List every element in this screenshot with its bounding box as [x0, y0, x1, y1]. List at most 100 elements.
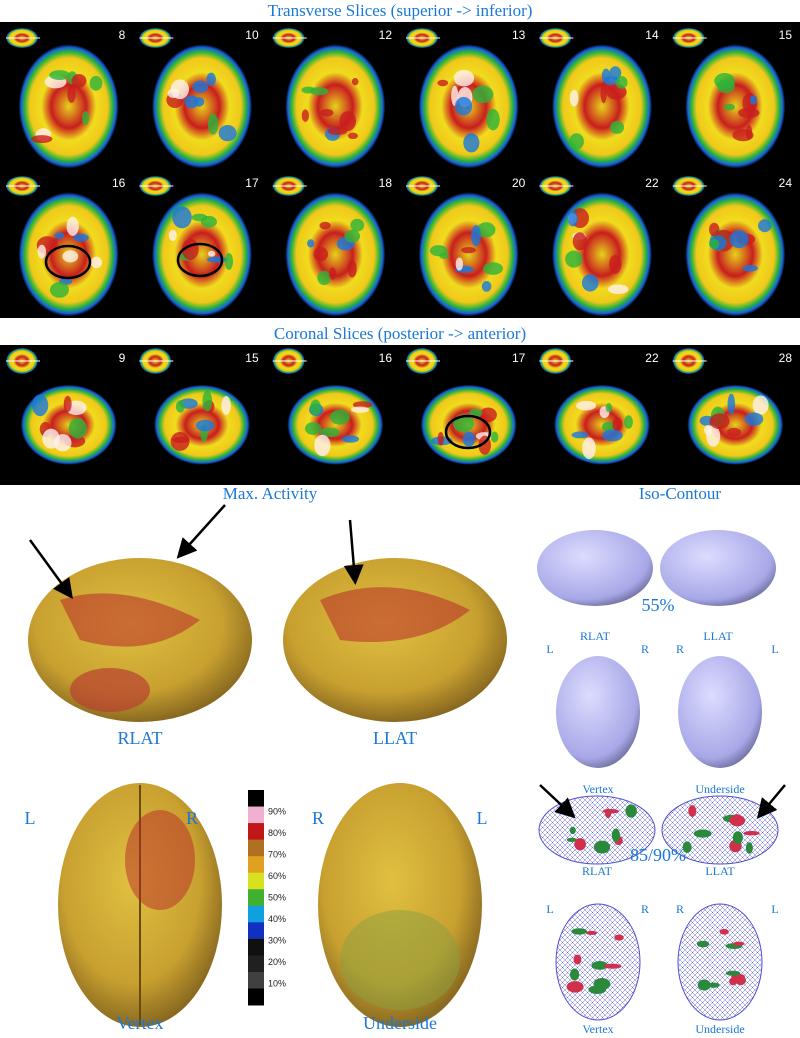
hotspot: [569, 826, 576, 835]
iso-renderings: [537, 530, 786, 1021]
activity-blob: [582, 437, 596, 460]
colorbar-segment: [248, 905, 264, 923]
colorbar-segment: [248, 839, 264, 857]
slice-number: 22: [645, 176, 659, 190]
label: L: [546, 902, 553, 916]
activity-blob: [193, 96, 205, 107]
activity-blob: [317, 270, 331, 286]
colorbar-segment: [248, 988, 264, 1006]
slice-number: 18: [379, 176, 393, 190]
slice-number: 24: [779, 176, 793, 190]
activity-blob: [175, 400, 185, 413]
slice-number: 17: [512, 351, 526, 365]
activity-blob: [709, 239, 720, 249]
activity-blob: [602, 429, 623, 442]
slice-number: 8: [119, 28, 126, 42]
activity-blob: [569, 89, 579, 107]
hotspots: [566, 804, 760, 994]
colorbar-label: 60%: [268, 871, 286, 881]
activity-blob: [319, 427, 340, 438]
circle-highlight: [444, 414, 492, 450]
slice: [552, 44, 652, 169]
colorbar-label: 20%: [268, 957, 286, 967]
colorbar: 90% 80% 70% 60% 50% 40% 30% 20% 10%: [248, 790, 286, 1006]
label: Vertex: [117, 1013, 164, 1033]
slice: [554, 384, 650, 465]
colorbar-segment: [248, 922, 264, 940]
slice-number: 14: [645, 28, 659, 42]
slice: [418, 192, 519, 317]
activity-blob: [600, 81, 607, 104]
activity-blob: [601, 68, 611, 83]
arrow: [28, 539, 73, 600]
activity-blob: [727, 393, 736, 415]
colorbar-label: 80%: [268, 828, 286, 838]
activity-blob: [612, 417, 623, 432]
slice: [18, 44, 119, 169]
slice: [152, 192, 252, 317]
activity-blob: [310, 399, 321, 416]
activity-blob: [67, 84, 76, 103]
activity-blob: [68, 418, 87, 439]
activity-blob: [327, 126, 348, 136]
activity-blob: [330, 409, 350, 425]
activity-blob: [483, 262, 503, 275]
activity-blob: [344, 229, 361, 243]
slice: [685, 44, 786, 169]
colorbar-segment: [248, 889, 264, 907]
patch: [125, 810, 195, 910]
label: RLAT: [580, 629, 611, 643]
slice-number: 20: [512, 176, 526, 190]
slice-number: 15: [245, 351, 259, 365]
colorbar-segment: [248, 955, 264, 973]
mesh-underside: [677, 903, 763, 1021]
hotspot: [732, 831, 743, 845]
hotspot: [735, 975, 747, 986]
slice-number: 13: [512, 28, 526, 42]
label: R: [186, 808, 198, 828]
slice: [285, 192, 386, 317]
hotspot: [603, 963, 622, 969]
activity-blob: [37, 244, 47, 259]
hotspot: [593, 840, 611, 854]
activity-blob: [301, 109, 310, 122]
label: L: [25, 808, 36, 828]
activity-blob: [571, 431, 589, 439]
activity-blob: [168, 229, 177, 242]
slice: [285, 44, 386, 169]
transverse-panel: [0, 22, 800, 318]
activity-blob: [738, 107, 760, 119]
transverse-title: Transverse Slices (superior -> inferior): [268, 1, 533, 20]
activity-blob: [71, 74, 87, 88]
label: R: [641, 642, 649, 656]
slice: [287, 384, 384, 465]
label: R: [312, 808, 324, 828]
coronal-title: Coronal Slices (posterior -> anterior): [274, 324, 526, 343]
activity-blob: [608, 284, 629, 295]
activity-blob: [610, 120, 625, 134]
activity-blob: [565, 250, 583, 268]
label: LLAT: [703, 629, 733, 643]
activity-blob: [341, 435, 360, 443]
activity-blob: [732, 129, 754, 142]
activity-blob: [320, 109, 334, 117]
activity-blob: [200, 215, 217, 228]
activity-blob: [601, 421, 616, 433]
iso-underside: [678, 656, 762, 768]
activity-blob: [569, 133, 584, 150]
activity-blob: [89, 75, 103, 91]
hotspot: [566, 981, 584, 993]
label: LLAT: [373, 728, 417, 748]
activity-blob: [73, 233, 89, 242]
hotspot: [625, 804, 637, 818]
arrow: [176, 504, 226, 559]
activity-blob: [224, 253, 234, 270]
colorbar-label: 90%: [268, 806, 286, 816]
activity-blob: [439, 252, 450, 259]
activity-blob: [749, 95, 758, 105]
hotspot: [745, 842, 753, 854]
label: R: [641, 902, 649, 916]
activity-blob: [609, 254, 622, 275]
colorbar-label: 10%: [268, 978, 286, 988]
max-activity-title: Max. Activity: [223, 484, 318, 503]
